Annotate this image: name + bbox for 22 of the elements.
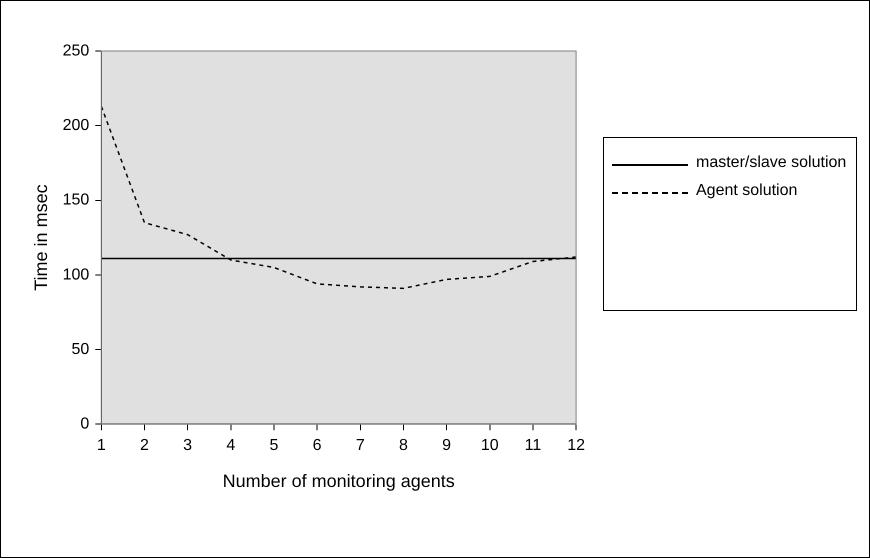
x-tick-label: 8 [398,437,408,454]
x-tick-label: 7 [356,437,365,454]
x-tick-label: 12 [567,437,586,454]
y-tick-label: 200 [62,117,90,134]
y-tick-label: 50 [72,340,90,358]
legend-label: Agent solution [696,182,798,200]
x-tick-label: 4 [226,437,236,454]
legend-label: master/slave solution [696,154,846,172]
x-tick-label: 11 [524,437,542,454]
x-tick-label: 9 [442,437,452,454]
x-tick-label: 2 [140,437,150,454]
x-tick-label: 6 [312,437,322,454]
y-tick-label: 0 [80,416,90,433]
x-tick-label: 10 [480,437,499,454]
y-axis-title: Time in msec [30,184,51,291]
x-tick-label: 3 [183,437,192,454]
y-tick-label: 250 [62,42,90,60]
x-axis-title: Number of monitoring agents [222,471,455,492]
x-tick-label: 5 [270,437,278,454]
y-tick-label: 150 [62,192,90,209]
y-tick-label: 100 [62,266,90,284]
x-tick-label: 1 [96,437,106,454]
